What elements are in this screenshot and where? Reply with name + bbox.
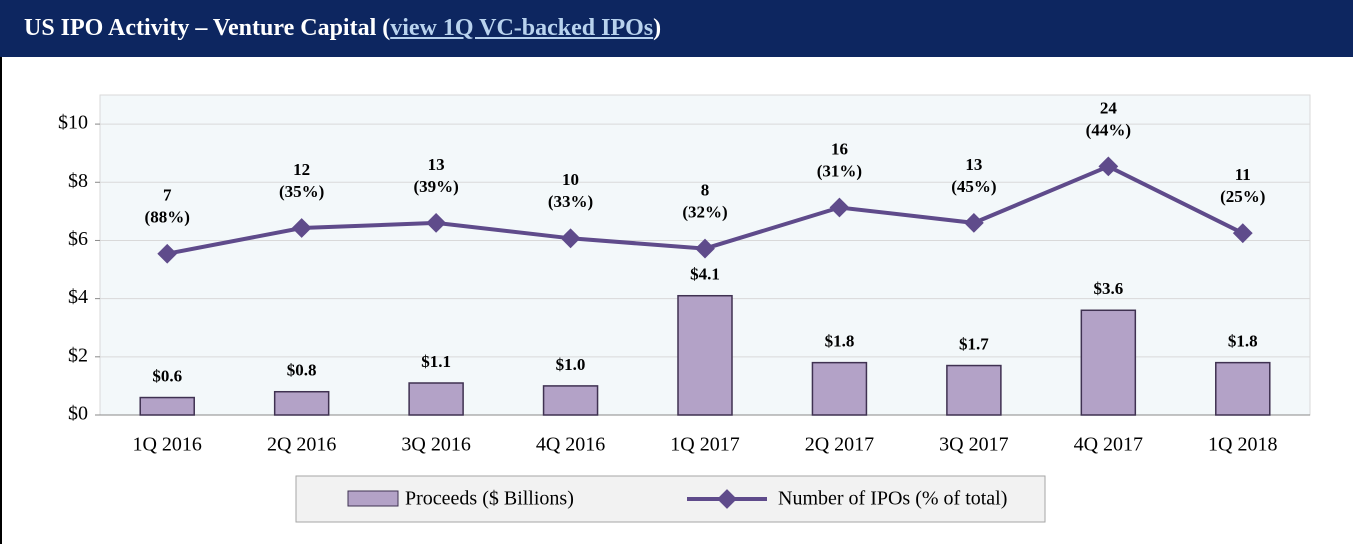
data-label: $1.8 — [1228, 332, 1258, 351]
data-label: 8 — [701, 180, 710, 199]
data-label: 16 — [831, 139, 848, 158]
x-tick-label: 4Q 2016 — [536, 434, 605, 456]
data-label: $1.7 — [959, 334, 989, 353]
data-label: 7 — [163, 186, 172, 205]
bar — [273, 390, 330, 416]
legend-box — [295, 475, 1046, 523]
y-tick-label: $4 — [68, 286, 88, 308]
x-tick-label: 2Q 2017 — [805, 434, 874, 456]
border — [0, 57, 2, 544]
bar — [139, 396, 195, 416]
data-label: $1.0 — [556, 355, 586, 374]
marker — [426, 212, 447, 233]
bar — [542, 385, 599, 416]
legend-swatch — [717, 489, 737, 509]
data-label: $4.1 — [690, 265, 720, 284]
marker — [291, 218, 312, 238]
title: US IPO Activity – Venture Capital ( — [24, 15, 391, 41]
marker — [1098, 156, 1119, 177]
data-label: 11 — [1235, 165, 1251, 184]
data-label: (33%) — [548, 192, 593, 211]
data-label: 12 — [293, 160, 310, 179]
bar — [811, 361, 868, 416]
x-tick-label: 3Q 2016 — [401, 434, 470, 456]
bar — [1215, 361, 1271, 416]
bar — [1080, 309, 1137, 416]
x-tick-label: 1Q 2016 — [132, 434, 201, 456]
data-label: 10 — [562, 170, 579, 189]
x-tick-label: 3Q 2017 — [939, 434, 1008, 456]
y-tick-label: $10 — [58, 112, 88, 134]
bar — [946, 364, 1002, 416]
data-label: (32%) — [682, 202, 727, 221]
x-tick-label: 4Q 2017 — [1074, 434, 1143, 456]
bar — [408, 382, 464, 416]
x-tick-label: 1Q 2017 — [670, 434, 739, 456]
y-tick-label: $2 — [68, 344, 88, 366]
data-label: (25%) — [1220, 187, 1265, 206]
y-tick-label: $8 — [68, 170, 88, 192]
legend-swatch — [347, 490, 399, 507]
data-label: (45%) — [951, 177, 996, 196]
legend-label: Proceeds ($ Billions) — [405, 488, 574, 510]
data-label: (35%) — [279, 182, 324, 201]
data-label: (39%) — [413, 177, 458, 196]
y-tick-label: $0 — [68, 403, 88, 425]
x-tick-label: 1Q 2018 — [1208, 434, 1277, 456]
data-label: (31%) — [817, 161, 862, 180]
data-label: (44%) — [1086, 120, 1131, 139]
data-label: (88%) — [145, 208, 190, 227]
header: US IPO Activity – Venture Capital (view … — [0, 0, 1353, 57]
data-label: $1.8 — [825, 332, 855, 351]
data-label: $1.1 — [421, 352, 451, 371]
data-label: $3.6 — [1093, 279, 1123, 298]
bar — [677, 294, 733, 416]
data-label: 13 — [428, 155, 445, 174]
x-tick-label: 2Q 2016 — [267, 434, 336, 456]
title-end: ) — [653, 15, 662, 41]
legend-label: Number of IPOs (% of total) — [778, 488, 1007, 510]
data-label: $0.6 — [152, 366, 182, 385]
link[interactable]: view 1Q VC-backed IPOs — [390, 15, 654, 41]
marker — [1232, 223, 1253, 244]
data-label: $0.8 — [287, 361, 317, 380]
data-label: 13 — [965, 155, 982, 174]
data-label: 24 — [1100, 98, 1118, 117]
y-tick-label: $6 — [68, 228, 88, 250]
